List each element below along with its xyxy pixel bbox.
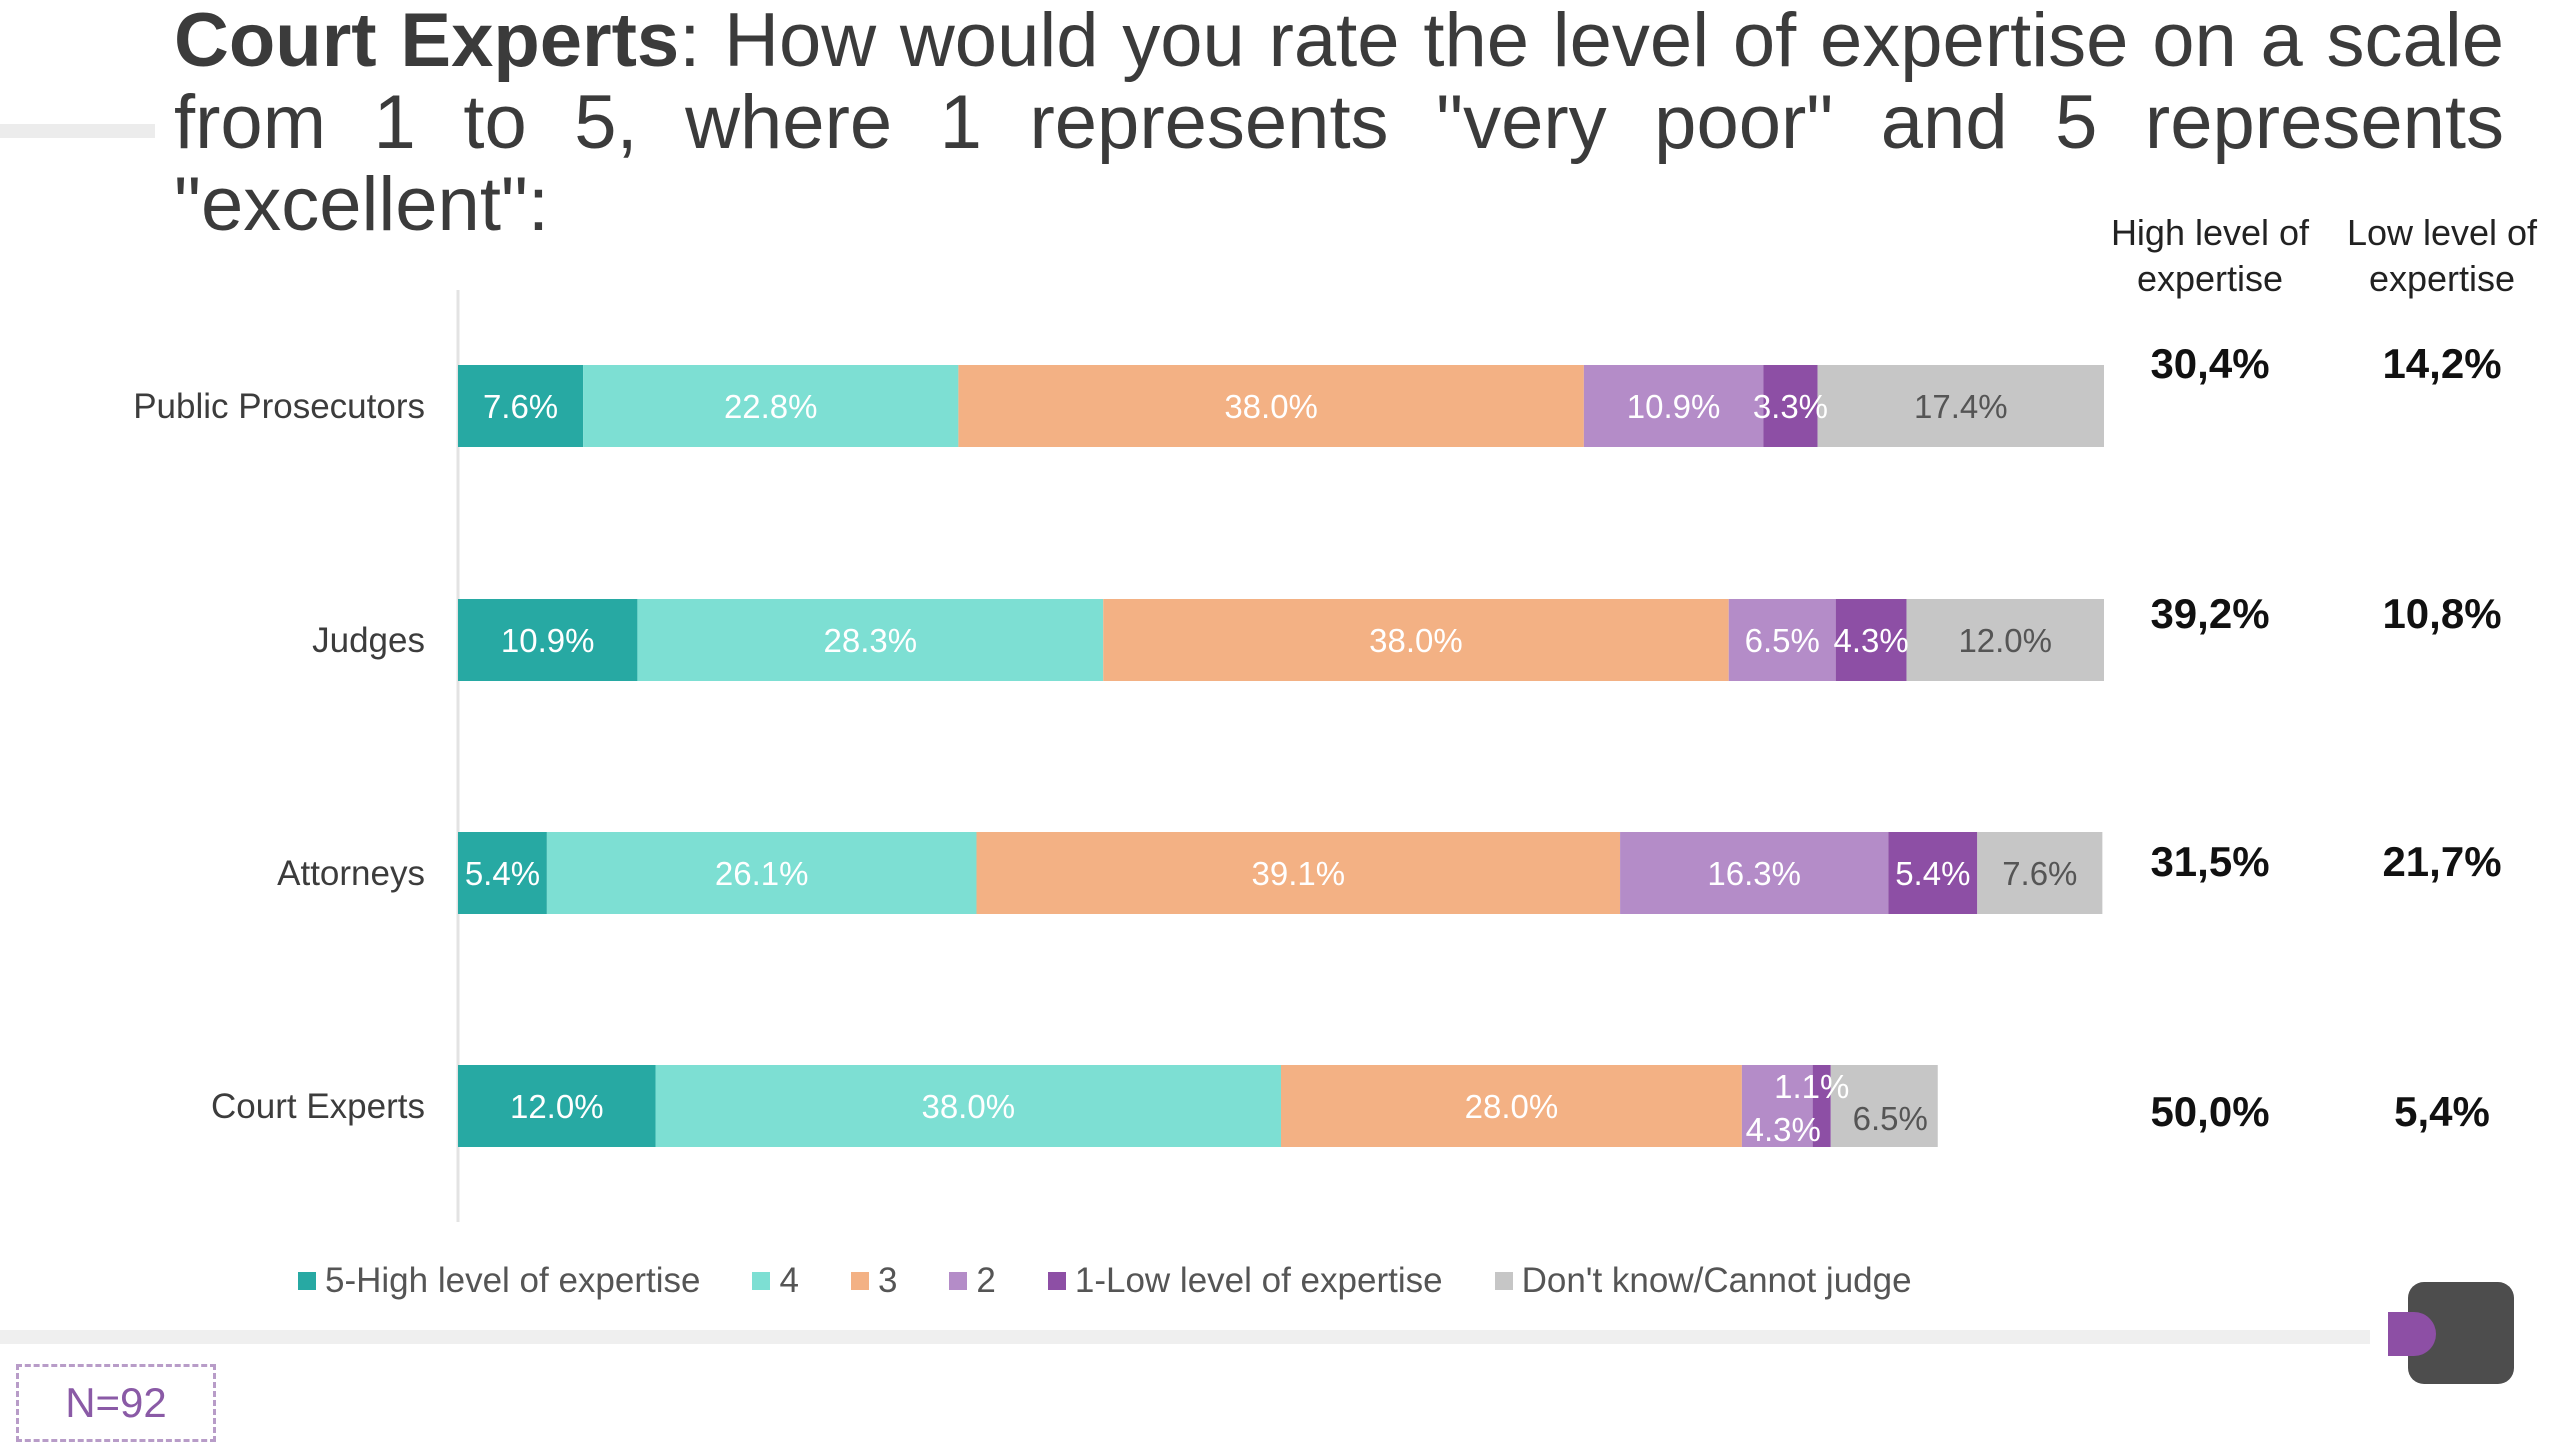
high-value-court-experts: 50,0%	[2150, 1088, 2270, 1135]
data-label-judges-2: 6.5%	[1745, 622, 1820, 659]
data-label-court-experts-1-low-level-of-expertise: 1.1%	[1774, 1068, 1849, 1105]
bar-segment-public-prosecutors-4	[583, 365, 959, 447]
high-value-public-prosecutors: 30,4%	[2150, 340, 2270, 387]
legend-item-2: 2	[949, 1261, 996, 1301]
data-label-court-experts-3: 28.0%	[1465, 1088, 1559, 1125]
data-label-judges-5-high-level-of-expertise: 10.9%	[501, 622, 595, 659]
title-bold: Court Experts	[174, 0, 680, 83]
data-label-judges-3: 38.0%	[1369, 622, 1463, 659]
category-label-public-prosecutors: Public Prosecutors	[133, 387, 425, 426]
bar-segment-attorneys-2	[1620, 832, 1889, 914]
category-label-court-experts: Court Experts	[211, 1087, 425, 1126]
legend-label: Don't know/Cannot judge	[1521, 1261, 1912, 1300]
data-label-public-prosecutors-5-high-level-of-expertise: 7.6%	[483, 388, 558, 425]
bar-segment-public-prosecutors-don-t-know-cannot-judge	[1817, 365, 2104, 447]
legend-item-3: 3	[850, 1261, 898, 1301]
chart-legend: 5-High level of expertise 4 3 2 1-Low level …	[298, 1258, 1964, 1304]
bar-segment-public-prosecutors-1-low-level-of-expertise	[1763, 365, 1818, 447]
high-level-header: High level of expertise	[2110, 212, 2310, 299]
bar-segment-court-experts-3	[1281, 1065, 1742, 1147]
bar-segment-public-prosecutors-2	[1583, 365, 1764, 447]
data-label-public-prosecutors-3: 38.0%	[1224, 388, 1318, 425]
data-label-court-experts-4: 38.0%	[921, 1088, 1015, 1125]
data-label-public-prosecutors-2: 10.9%	[1627, 388, 1721, 425]
data-label-attorneys-don-t-know-cannot-judge: 7.6%	[2002, 855, 2077, 892]
bar-segment-judges-5-high-level-of-expertise	[458, 599, 638, 681]
legend-swatch	[752, 1272, 771, 1290]
legend-item-don-t-know-cannot-judge: Don't know/Cannot judge	[1494, 1261, 1912, 1301]
data-label-attorneys-5-high-level-of-expertise: 5.4%	[465, 855, 540, 892]
legend-label: 5-High level of expertise	[325, 1261, 701, 1300]
data-label-attorneys-4: 26.1%	[715, 855, 809, 892]
legend-item-5-high-level-of-expertise: 5-High level of expertise	[298, 1261, 700, 1301]
bar-segment-court-experts-don-t-know-cannot-judge	[1830, 1065, 1938, 1147]
bar-segment-attorneys-3	[976, 832, 1621, 914]
data-label-judges-1-low-level-of-expertise: 4.3%	[1833, 622, 1908, 659]
data-label-court-experts-don-t-know-cannot-judge: 6.5%	[1853, 1100, 1928, 1137]
data-label-judges-4: 28.3%	[824, 622, 918, 659]
title-accent-line	[0, 124, 155, 138]
legend-swatch	[1494, 1272, 1513, 1290]
data-label-attorneys-2: 16.3%	[1707, 855, 1801, 892]
bar-segment-attorneys-5-high-level-of-expertise	[458, 832, 547, 914]
bar-segment-court-experts-4	[655, 1065, 1281, 1147]
sample-size-badge: N=92	[16, 1364, 216, 1442]
low-value-public-prosecutors: 14,2%	[2382, 340, 2502, 387]
legend-item-4: 4	[752, 1261, 799, 1301]
footer-divider	[0, 1330, 2370, 1344]
data-label-judges-don-t-know-cannot-judge: 12.0%	[1958, 622, 2052, 659]
chart-title: Court Experts: How would you rate the le…	[174, 0, 2504, 246]
bar-segment-public-prosecutors-5-high-level-of-expertise	[458, 365, 584, 447]
legend-label: 3	[877, 1261, 898, 1300]
data-label-court-experts-2: 4.3%	[1746, 1111, 1821, 1148]
category-label-judges: Judges	[312, 621, 425, 660]
legend-label: 2	[976, 1261, 996, 1300]
title-rest: : How would you rate the level of expert…	[174, 0, 2504, 247]
data-label-court-experts-5-high-level-of-expertise: 12.0%	[510, 1088, 604, 1125]
bar-segment-court-experts-1-low-level-of-expertise	[1812, 1065, 1831, 1147]
legend-label: 4	[779, 1261, 799, 1300]
bar-segment-judges-2	[1728, 599, 1836, 681]
data-label-public-prosecutors-4: 22.8%	[724, 388, 818, 425]
legend-swatch	[949, 1272, 968, 1290]
legend-label: 1-Low level of expertise	[1074, 1261, 1443, 1300]
high-value-judges: 39,2%	[2150, 590, 2270, 637]
low-value-judges: 10,8%	[2382, 590, 2502, 637]
bar-segment-attorneys-don-t-know-cannot-judge	[1977, 832, 2103, 914]
legend-item-1-low-level-of-expertise: 1-Low level of expertise	[1047, 1261, 1443, 1301]
bar-segment-judges-1-low-level-of-expertise	[1835, 599, 1907, 681]
low-value-attorneys: 21,7%	[2382, 838, 2502, 885]
bar-segment-court-experts-2	[1741, 1065, 1813, 1147]
data-label-attorneys-3: 39.1%	[1251, 855, 1345, 892]
bar-segment-attorneys-1-low-level-of-expertise	[1888, 832, 1978, 914]
data-label-public-prosecutors-1-low-level-of-expertise: 3.3%	[1753, 388, 1828, 425]
legend-swatch	[298, 1272, 316, 1290]
bar-segment-court-experts-5-high-level-of-expertise	[458, 1065, 656, 1147]
legend-swatch	[1047, 1272, 1066, 1290]
bar-segment-judges-4	[637, 599, 1104, 681]
bar-segment-public-prosecutors-3	[958, 365, 1584, 447]
bar-segment-judges-don-t-know-cannot-judge	[1906, 599, 2104, 681]
low-value-court-experts: 5,4%	[2394, 1088, 2490, 1135]
low-level-header: Low level of expertise	[2346, 212, 2538, 299]
data-label-public-prosecutors-don-t-know-cannot-judge: 17.4%	[1914, 388, 2008, 425]
bar-segment-attorneys-4	[546, 832, 977, 914]
category-label-attorneys: Attorneys	[277, 854, 425, 893]
legend-swatch	[850, 1272, 869, 1290]
bar-segment-judges-3	[1103, 599, 1729, 681]
high-value-attorneys: 31,5%	[2150, 838, 2270, 885]
company-logo-icon	[2388, 1282, 2514, 1384]
data-label-attorneys-1-low-level-of-expertise: 5.4%	[1895, 855, 1970, 892]
